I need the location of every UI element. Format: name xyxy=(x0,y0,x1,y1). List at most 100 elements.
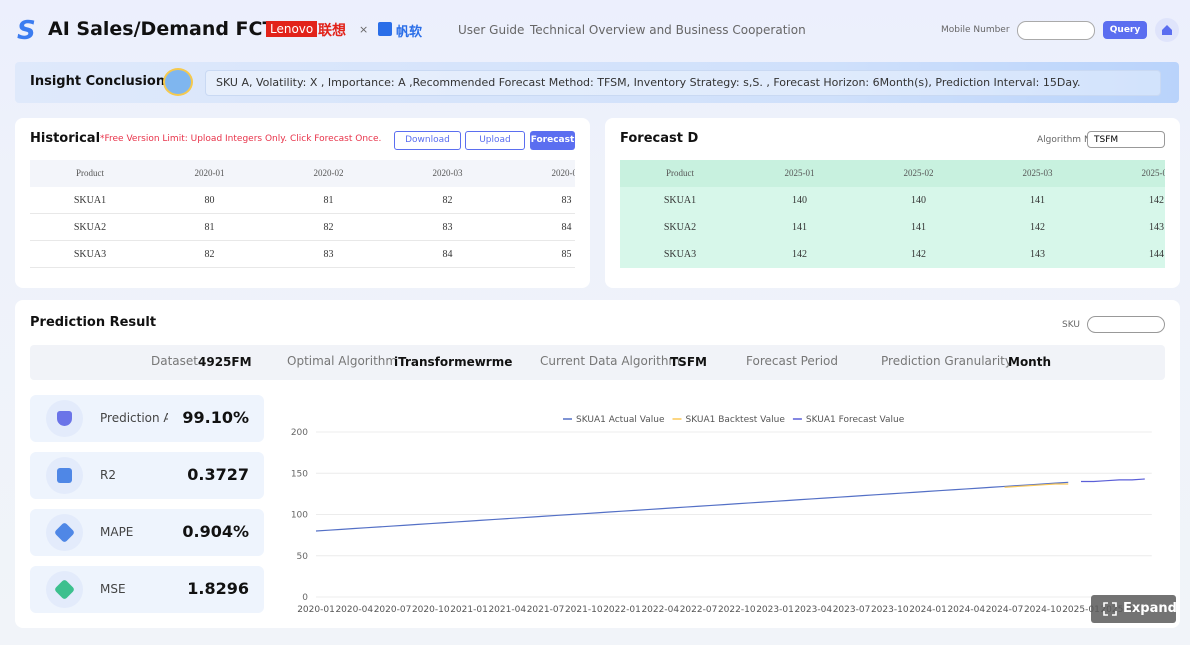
x-tick-label: 2024-04 xyxy=(947,605,985,615)
metric-card: Prediction A 99.10% xyxy=(30,395,264,442)
query-button[interactable]: Query xyxy=(1103,21,1147,39)
header-bg xyxy=(620,160,1165,187)
brand-fanruan: 帆软 xyxy=(396,25,423,40)
algorithm-label: Algorithm N xyxy=(1037,135,1091,145)
algorithm-select[interactable]: TSFM xyxy=(1087,131,1165,148)
metric-value: 0.904% xyxy=(182,522,249,541)
row-cell: 80 xyxy=(204,195,215,206)
row-cell: 82 xyxy=(323,222,334,233)
row-cell: 81 xyxy=(204,222,215,233)
info-label: Dataset xyxy=(151,354,198,368)
x-tick-label: 2024-10 xyxy=(1024,605,1062,615)
row-bg xyxy=(30,187,575,214)
metric-value: 0.3727 xyxy=(187,465,249,484)
x-tick-label: 2021-04 xyxy=(488,605,526,615)
metric-icon-glyph xyxy=(53,578,76,601)
x-tick-label: 2021-07 xyxy=(527,605,565,615)
x-tick-label: 2021-10 xyxy=(565,605,603,615)
row-cell: 85 xyxy=(561,249,572,260)
header-cell: 2025-02 xyxy=(903,168,934,178)
x-tick-label: 2022-07 xyxy=(680,605,718,615)
mobile-label: Mobile Number xyxy=(941,25,1010,35)
limit-note: *Free Version Limit: Upload Integers Onl… xyxy=(100,134,382,144)
app-title: AI Sales/Demand FCT xyxy=(48,18,276,40)
header-cell: Product xyxy=(666,168,694,178)
nav-link[interactable]: Technical Overview and Business Cooperat… xyxy=(530,23,806,37)
x-tick-label: 2021-01 xyxy=(450,605,488,615)
legend-label: SKUA1 Backtest Value xyxy=(685,415,785,425)
header-cell: 2025-01 xyxy=(784,168,815,178)
y-tick-label: 50 xyxy=(297,552,309,562)
prediction-title: Prediction Result xyxy=(30,315,157,330)
header-cell: 2025-03 xyxy=(1022,168,1053,178)
row-cell: 84 xyxy=(561,222,572,233)
row-cell: 81 xyxy=(323,195,334,206)
row-cell: 140 xyxy=(792,195,807,206)
row-cell: 83 xyxy=(561,195,572,206)
x-tick-label: 2020-04 xyxy=(335,605,373,615)
info-value: TSFM xyxy=(670,355,707,369)
y-tick-label: 100 xyxy=(291,511,308,521)
sku-label: SKU xyxy=(1062,320,1080,330)
metric-icon xyxy=(46,457,83,494)
info-bar xyxy=(30,345,1165,380)
row-cell: 83 xyxy=(442,222,453,233)
row-cell: SKUA3 xyxy=(73,249,107,260)
y-tick-label: 150 xyxy=(291,469,308,479)
metric-label: Prediction A xyxy=(100,411,168,425)
header-cell: 2025-04 xyxy=(1141,168,1166,178)
metric-card: MAPE 0.904% xyxy=(30,509,264,556)
x-tick-label: 2020-07 xyxy=(374,605,412,615)
header-bg xyxy=(30,160,575,187)
row-bg xyxy=(620,214,1165,241)
metric-icon-glyph xyxy=(57,468,72,483)
brand-lenovo-cn: 联想 xyxy=(318,23,346,39)
expand-label: Expand xyxy=(1123,601,1177,616)
x-tick-label: 2023-10 xyxy=(871,605,909,615)
historical-title: Historical xyxy=(30,131,101,146)
x-tick-label: 2022-10 xyxy=(718,605,756,615)
info-label: Prediction Granularity xyxy=(881,354,1012,368)
row-cell: 84 xyxy=(442,249,453,260)
home-button[interactable] xyxy=(1155,18,1179,42)
row-cell: SKUA2 xyxy=(73,222,107,233)
row-bg xyxy=(620,187,1165,214)
forecast-button[interactable]: Forecast xyxy=(530,131,575,150)
header-cell: 2020-04 xyxy=(551,168,576,178)
info-value: Month xyxy=(1008,355,1052,369)
insight-bar xyxy=(15,62,1179,103)
historical-table: Product 2020-01 2020-02 2020-03 2020-04 SKUA1… xyxy=(30,160,575,269)
row-cell: 141 xyxy=(911,222,926,233)
info-label: Current Data Algorithm xyxy=(540,354,681,368)
brand-lenovo: Lenovo xyxy=(266,21,318,37)
row-cell: SKUA1 xyxy=(73,195,107,206)
header-cell: 2020-01 xyxy=(194,168,225,178)
row-bg xyxy=(30,214,575,241)
forecast-title: Forecast D xyxy=(620,131,699,146)
metric-icon xyxy=(46,571,83,608)
expand-button[interactable]: Expand xyxy=(1091,595,1177,623)
row-cell: SKUA3 xyxy=(663,249,697,260)
row-cell: 82 xyxy=(204,249,215,260)
metric-card: MSE 1.8296 xyxy=(30,566,264,613)
metric-card: R2 0.3727 xyxy=(30,452,264,499)
expand-icon xyxy=(1103,602,1117,616)
upload-button[interactable]: Upload xyxy=(465,131,525,150)
download-button[interactable]: Download xyxy=(394,131,461,150)
separator: × xyxy=(359,23,369,36)
sku-select[interactable] xyxy=(1087,316,1165,333)
metric-label: R2 xyxy=(100,468,116,482)
nav-link[interactable]: User Guide xyxy=(458,23,525,37)
info-label: Optimal Algorithm xyxy=(287,354,398,368)
logo: S xyxy=(17,16,36,46)
y-tick-label: 0 xyxy=(302,593,308,603)
x-tick-label: 2024-07 xyxy=(986,605,1024,615)
header-cell: Product xyxy=(76,168,104,178)
robot-icon xyxy=(163,68,193,96)
x-tick-label: 2024-01 xyxy=(909,605,947,615)
mobile-input[interactable] xyxy=(1017,21,1095,40)
row-cell: 140 xyxy=(911,195,926,206)
metric-label: MSE xyxy=(100,582,126,596)
metric-icon xyxy=(46,400,83,437)
